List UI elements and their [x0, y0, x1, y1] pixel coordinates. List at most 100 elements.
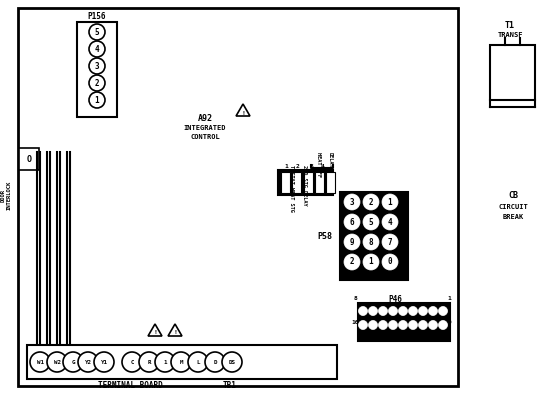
Circle shape [439, 307, 448, 316]
Text: !: ! [153, 331, 157, 335]
Circle shape [358, 307, 367, 316]
Text: 1: 1 [163, 359, 167, 365]
Bar [315, 172, 324, 193]
Text: DOOR
INTERLOCK: DOOR INTERLOCK [1, 181, 12, 210]
Text: C: C [130, 359, 134, 365]
Text: 9: 9 [350, 237, 355, 246]
Circle shape [428, 307, 438, 316]
Bar [326, 172, 335, 193]
Bar [490, 45, 535, 100]
Bar [77, 22, 117, 117]
Text: A92: A92 [197, 113, 213, 122]
Circle shape [382, 194, 398, 210]
Text: Y1: Y1 [100, 359, 107, 365]
Circle shape [89, 92, 105, 108]
Circle shape [122, 352, 142, 372]
Circle shape [398, 307, 408, 316]
Circle shape [382, 234, 398, 250]
Text: DS: DS [228, 359, 235, 365]
Text: CONTROL: CONTROL [190, 134, 220, 140]
Text: TB1: TB1 [223, 382, 237, 391]
Circle shape [439, 320, 448, 329]
Text: Y2: Y2 [85, 359, 91, 365]
Text: 2: 2 [95, 79, 99, 88]
Text: 2: 2 [369, 198, 373, 207]
Circle shape [398, 320, 408, 329]
Text: P58: P58 [317, 231, 332, 241]
Circle shape [363, 254, 379, 270]
Circle shape [30, 352, 50, 372]
Circle shape [388, 320, 398, 329]
Circle shape [408, 320, 418, 329]
Circle shape [344, 234, 360, 250]
Circle shape [205, 352, 225, 372]
Text: G: G [71, 359, 75, 365]
Bar [281, 172, 290, 193]
Circle shape [344, 214, 360, 230]
Bar [304, 172, 313, 193]
Circle shape [363, 194, 379, 210]
Circle shape [171, 352, 191, 372]
Circle shape [368, 320, 377, 329]
Circle shape [78, 352, 98, 372]
Text: T1: T1 [505, 21, 515, 30]
Text: M: M [179, 359, 183, 365]
Text: W1: W1 [37, 359, 44, 365]
Text: !: ! [173, 331, 177, 335]
Circle shape [222, 352, 242, 372]
Text: 3: 3 [350, 198, 355, 207]
Circle shape [368, 307, 377, 316]
Text: DELAY: DELAY [328, 152, 333, 167]
Text: 5: 5 [369, 218, 373, 226]
Bar [27, 345, 337, 379]
Text: 8: 8 [369, 237, 373, 246]
Circle shape [408, 307, 418, 316]
Bar [292, 172, 301, 193]
Text: 1: 1 [95, 96, 99, 105]
Circle shape [382, 254, 398, 270]
Text: W2: W2 [54, 359, 60, 365]
Text: 3: 3 [95, 62, 99, 70]
Circle shape [382, 214, 398, 230]
Circle shape [188, 352, 208, 372]
Text: 2ND STG DELAY: 2ND STG DELAY [302, 165, 307, 206]
Text: 0: 0 [388, 258, 392, 267]
Text: 7: 7 [388, 237, 392, 246]
Text: CB: CB [508, 190, 518, 199]
Circle shape [63, 352, 83, 372]
Text: 1: 1 [388, 198, 392, 207]
Text: 4: 4 [388, 218, 392, 226]
Text: 16: 16 [351, 320, 359, 325]
Circle shape [94, 352, 114, 372]
Text: O: O [27, 154, 32, 164]
Text: D: D [213, 359, 217, 365]
Circle shape [358, 320, 367, 329]
Circle shape [418, 320, 428, 329]
Circle shape [89, 75, 105, 91]
Text: 4: 4 [321, 164, 325, 169]
Circle shape [363, 234, 379, 250]
Circle shape [378, 320, 387, 329]
Circle shape [89, 41, 105, 57]
Text: 1: 1 [369, 258, 373, 267]
Text: 5: 5 [95, 28, 99, 36]
Circle shape [344, 254, 360, 270]
Bar [340, 192, 408, 280]
Bar [19, 148, 39, 170]
Text: INTEGRATED: INTEGRATED [184, 125, 226, 131]
Text: 3: 3 [309, 164, 313, 169]
Bar [18, 8, 458, 386]
Text: 1: 1 [284, 164, 288, 169]
Text: T-STAT HEAT STG: T-STAT HEAT STG [289, 165, 294, 212]
Bar [358, 303, 450, 341]
Circle shape [388, 307, 398, 316]
Text: 2: 2 [296, 164, 300, 169]
Circle shape [155, 352, 175, 372]
Text: R: R [147, 359, 151, 365]
Text: 4: 4 [95, 45, 99, 53]
Circle shape [428, 320, 438, 329]
Circle shape [89, 58, 105, 74]
Text: !: ! [241, 111, 245, 115]
Circle shape [139, 352, 159, 372]
Text: 9: 9 [447, 320, 451, 325]
